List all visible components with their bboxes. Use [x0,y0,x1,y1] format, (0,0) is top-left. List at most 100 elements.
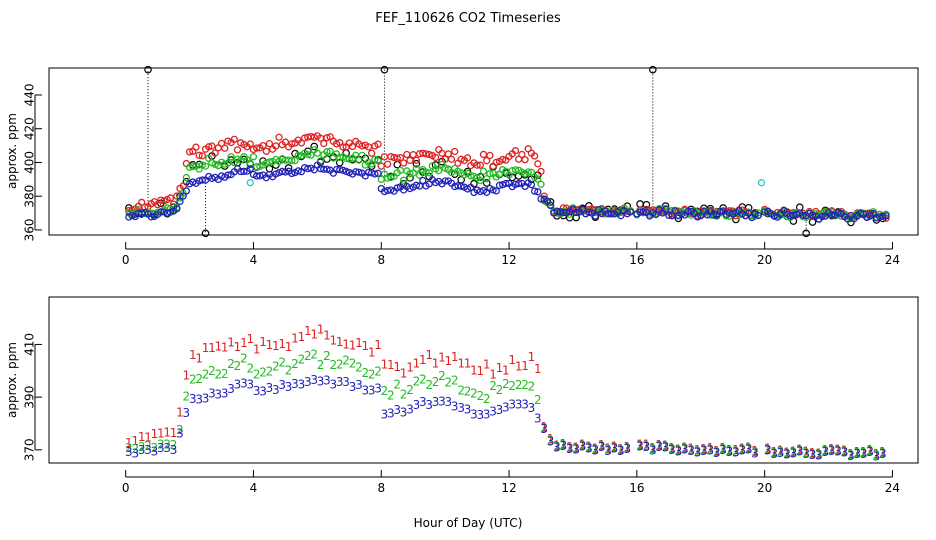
series-1-label: 1 [828,442,836,456]
series-1-label: 1 [278,337,286,351]
series-2-label: 2 [591,443,599,457]
series-3-label: 3 [253,384,261,398]
level-3-point [546,201,555,210]
series-2-label: 2 [643,439,651,453]
series-3-label: 3 [515,398,523,412]
y-tick-label: 400 [23,151,37,174]
level-3-point [562,209,571,217]
level-2-point [527,168,536,176]
level-2-point [294,151,302,160]
level-3-point [224,171,232,179]
series-1-label: 1 [489,367,497,381]
series-1-label: 1 [470,363,478,377]
series-2-label: 2 [189,373,197,387]
level-2-point [249,153,258,161]
level-2-point [479,167,488,175]
series-2-label: 2 [611,441,619,455]
level-3-point [661,205,670,214]
series-2-label: 2 [157,438,165,452]
level-3-point [495,181,504,189]
series-2-label: 2 [668,442,676,456]
series-3-label: 3 [815,448,823,462]
raw-point [642,200,651,209]
series-3-label: 3 [853,447,861,461]
series-3-label: 3 [566,442,574,456]
level-2-point [537,180,545,188]
series-3-label: 3 [623,442,631,456]
level-3-point [709,211,718,219]
level-2-point [534,175,542,183]
series-1-label: 1 [591,442,599,456]
series-1-label: 1 [790,444,798,458]
series-2-label: 2 [873,448,881,462]
series-1-label: 1 [668,441,676,455]
level-3-point [256,172,264,180]
series-2-label: 2 [841,445,849,459]
series-3-label: 3 [796,445,804,459]
series-1-label: 1 [215,340,223,354]
series-1-label: 1 [694,443,702,457]
series-1-label: 1 [528,350,536,364]
level-1-point [483,157,491,165]
level-1-point [374,140,382,148]
series-2-label: 2 [438,369,446,383]
series-2-label: 2 [304,349,312,363]
level-2-point [524,168,532,176]
top-plot-frame [48,67,919,236]
level-3-point [626,208,635,216]
level-1-point [233,146,242,154]
series-2-label: 2 [502,377,510,391]
level-2-point [511,166,520,174]
series-1-label: 1 [649,441,657,455]
series-1-label: 1 [726,443,734,457]
y-tick-label: 440 [23,84,37,107]
series-1-label: 1 [457,357,465,371]
series-2-label: 2 [617,443,625,457]
series-3-label: 3 [413,398,421,412]
series-2-label: 2 [662,440,670,454]
series-3-label: 3 [342,375,350,389]
series-1-label: 1 [853,445,861,459]
series-2-label: 2 [202,367,210,381]
other-point [246,179,254,187]
level-2-point [304,150,312,159]
level-1-point [300,134,309,142]
series-2-label: 2 [317,358,325,372]
series-2-label: 2 [521,378,529,392]
series-3-label: 3 [291,377,299,391]
series-1-label: 1 [496,361,504,375]
level-2-point [435,167,443,175]
series-3-label: 3 [419,395,427,409]
series-1-label: 1 [131,434,139,448]
series-1-label: 1 [879,445,887,459]
series-3-label: 3 [860,447,868,461]
series-2-label: 2 [553,440,561,454]
series-2-label: 2 [138,440,146,454]
series-3-label: 3 [163,441,171,455]
x-tick-label: 20 [757,253,772,267]
series-3-label: 3 [221,386,229,400]
level-1-point [387,153,395,161]
level-2-point [288,156,296,165]
level-1-point [195,151,203,159]
level-3-point [412,181,421,189]
level-1-point [179,182,187,190]
series-2-label: 2 [144,439,152,453]
series-2-label: 2 [234,359,242,373]
series-3-label: 3 [707,443,715,457]
series-3-label: 3 [822,445,830,459]
series-1-label: 1 [259,335,267,349]
series-3-label: 3 [285,380,293,394]
level-1-point [422,150,430,158]
level-3-point [534,188,542,196]
raw-point [546,198,555,206]
series-1-label: 1 [419,353,427,367]
series-3-label: 3 [598,440,606,454]
series-2-label: 2 [822,444,830,458]
series-2-label: 2 [176,423,184,437]
series-3-label: 3 [202,391,210,405]
series-2-label: 2 [777,445,785,459]
series-3-label: 3 [183,406,191,420]
series-1-label: 1 [342,337,350,351]
raw-point [323,155,331,163]
